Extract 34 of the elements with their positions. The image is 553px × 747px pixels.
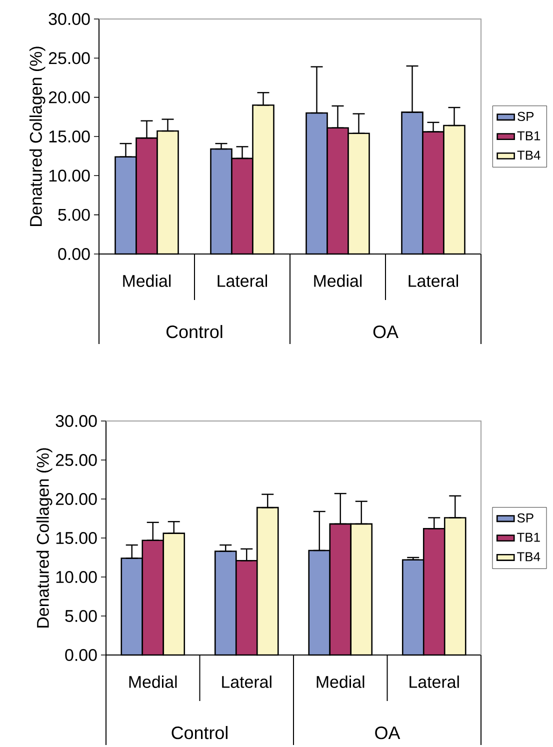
y-tick-label: 5.00 xyxy=(58,208,90,221)
y-tick-label: 0.00 xyxy=(58,248,90,260)
text: OA xyxy=(373,325,398,338)
y-tick-label: 30.00 xyxy=(56,415,97,428)
text: OA xyxy=(375,726,400,740)
legend-label: TB1 xyxy=(517,131,540,140)
y-axis-title: Denatured Collagen (%) xyxy=(36,448,52,628)
y-tick-label: 10.00 xyxy=(49,170,90,182)
y-tick-label: 0.00 xyxy=(65,649,97,661)
x-tick-label: Medial xyxy=(123,274,171,287)
legend-label: SP xyxy=(517,513,534,523)
x-tick-label: Medial xyxy=(314,274,362,287)
text: Control xyxy=(172,726,228,740)
y-tick-label: 15.00 xyxy=(49,130,90,142)
y-tick-label: 5.00 xyxy=(65,610,97,622)
legend-label: TB1 xyxy=(517,532,540,542)
x-tick-label: Lateral xyxy=(410,676,459,688)
y-tick-label: 20.00 xyxy=(56,493,97,506)
y-tick-label: 15.00 xyxy=(56,532,97,544)
x-tick-label: Lateral xyxy=(222,676,272,688)
legend-label: TB4 xyxy=(517,150,540,160)
x-tick-label: Lateral xyxy=(408,274,458,287)
y-tick-label: 30.00 xyxy=(48,12,90,25)
y-tick-label: 25.00 xyxy=(56,454,97,466)
x-tick-label: Medial xyxy=(316,676,364,688)
y-tick-label: 20.00 xyxy=(48,91,90,104)
legend-label: TB4 xyxy=(517,552,540,562)
text: Control xyxy=(166,324,222,338)
y-tick-label: 25.00 xyxy=(48,52,90,64)
y-axis-title: Denatured Collagen (%) xyxy=(29,46,46,226)
x-tick-label: Lateral xyxy=(218,274,267,287)
x-tick-label: Medial xyxy=(129,676,177,688)
y-tick-label: 10.00 xyxy=(56,571,97,583)
legend-label: SP xyxy=(518,112,534,122)
